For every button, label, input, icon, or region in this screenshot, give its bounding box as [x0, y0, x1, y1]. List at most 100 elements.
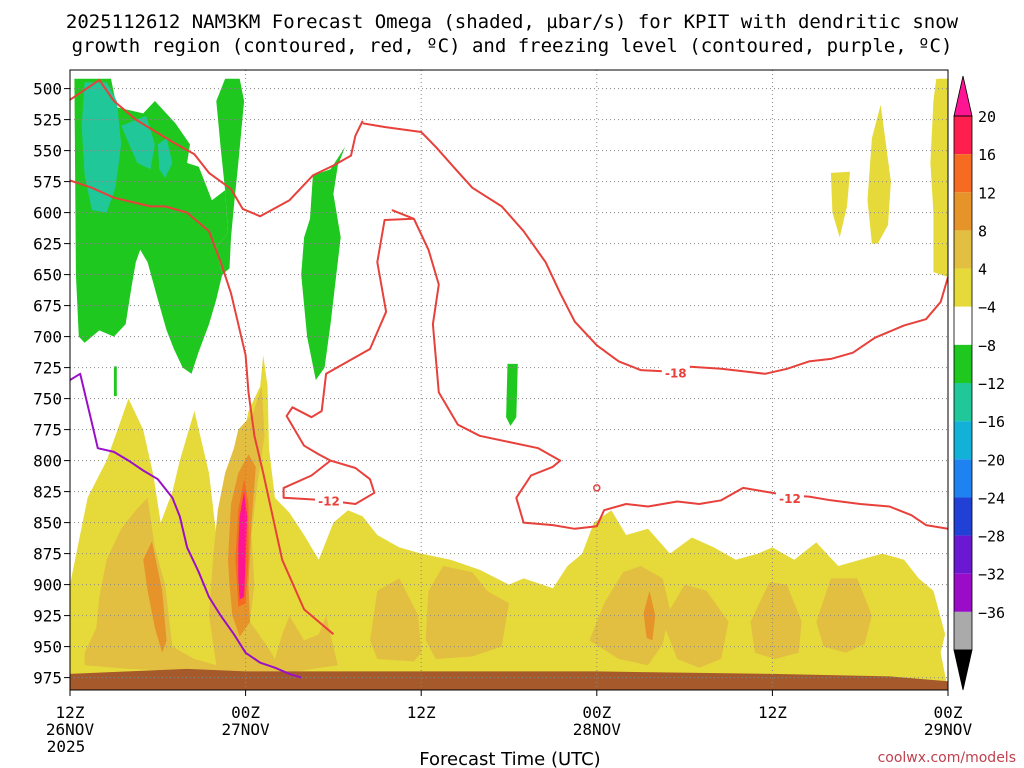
contour-dendritic-growth-12-c-main: [362, 122, 948, 375]
omega-region-8-to-12-7: [157, 138, 173, 178]
colorbar-segment-7: [954, 383, 972, 422]
x-tick-label-12-line2: 27NOV: [222, 720, 271, 739]
colorbar-label-5: −4: [978, 299, 996, 317]
contour-label-2: -12: [779, 492, 801, 506]
colorbar-label-0: 20: [978, 108, 996, 126]
y-tick-label-850: 850: [33, 514, 62, 533]
omega-region-8-to-12-16: [662, 584, 729, 668]
colorbar-bottom-arrow: [953, 649, 973, 691]
x-tick-label-36-line1: 00Z: [582, 703, 611, 722]
colorbar-segment-13: [954, 611, 972, 650]
colorbar-segment-8: [954, 421, 972, 460]
y-tick-label-900: 900: [33, 576, 62, 595]
y-tick-label-500: 500: [33, 80, 62, 99]
x-tick-label-0-line1: 12Z: [56, 703, 85, 722]
colorbar-label-9: −20: [978, 451, 1005, 469]
contour-freezing-level-0-c: [70, 372, 302, 679]
colorbar-segment-10: [954, 497, 972, 536]
omega-region-8-to-12-6: [121, 115, 155, 170]
omega-region-4-to-8-3: [506, 363, 518, 426]
contour-dendritic-growth-18-c-inner: [391, 209, 948, 530]
omega-region-12-to-16-21: [643, 590, 656, 641]
chart-title-line-1: 2025112612 NAM3KM Forecast Omega (shaded…: [66, 11, 959, 33]
omega-region-4-to-8-2: [301, 146, 346, 380]
plot-frame: [69, 69, 949, 691]
omega-region-8-to-12-14: [425, 566, 509, 659]
colorbar-label-11: −28: [978, 528, 1005, 546]
contour-dendritic-growth-12-c-pocket: [282, 217, 414, 505]
colorbar-segment-11: [954, 535, 972, 574]
plot-border: [69, 69, 949, 691]
y-tick-label-825: 825: [33, 483, 62, 502]
y-tick-label-550: 550: [33, 142, 62, 161]
colorbar-border: [953, 115, 973, 651]
omega-region-8-to-12-12: [84, 386, 338, 674]
omega-region-above-20-23: [238, 491, 248, 600]
omega-region-4-to-8-1: [216, 78, 245, 275]
omega-region-8-to-12-13: [370, 578, 422, 662]
contour-label-bg-0: [315, 492, 344, 508]
omega-region-4-to-8-11: [830, 171, 850, 238]
x-tick-label-12-line1: 00Z: [231, 703, 260, 722]
colorbar-segment-9: [954, 459, 972, 498]
y-tick-label-700: 700: [33, 328, 62, 347]
x-tick-label-60-line1: 00Z: [934, 703, 963, 722]
colorbar-label-1: 16: [978, 146, 996, 164]
y-tick-label-600: 600: [33, 204, 62, 223]
y-tick-label-925: 925: [33, 607, 62, 626]
omega-region-12-to-16-19: [143, 541, 167, 653]
y-tick-label-625: 625: [33, 235, 62, 254]
x-tick-label-0-line2: 26NOV: [46, 720, 95, 739]
y-tick-label-575: 575: [33, 173, 62, 192]
contour-small-loop: [593, 484, 601, 492]
y-tick-label-975: 975: [33, 669, 62, 688]
colorbar-label-3: 8: [978, 222, 987, 240]
colorbar-label-10: −24: [978, 489, 1005, 507]
x-tick-label-48-line1: 12Z: [758, 703, 787, 722]
omega-region-4-to-8-4: [113, 366, 117, 397]
contour-dendritic-growth-18-c-left: [70, 179, 335, 635]
omega-region-4-to-8-8: [70, 355, 948, 690]
y-tick-label-675: 675: [33, 297, 62, 316]
colorbar: 20 16 12 8 4 −4 −8 −12 −16 −20 −24 −28 −32 −36: [953, 75, 1005, 691]
x-tick-label-36-line2: 28NOV: [573, 720, 622, 739]
x-tick-label-0-line3: 2025: [47, 737, 86, 756]
x-axis-label: Forecast Time (UTC): [419, 749, 600, 768]
omega-region-8-to-12-15: [589, 566, 670, 666]
y-tick-label-750: 750: [33, 390, 62, 409]
colorbar-label-2: 12: [978, 184, 996, 202]
omega-region-4-to-8-10: [867, 104, 891, 244]
plot-area: -12 -18 -12: [70, 70, 948, 690]
colorbar-label-13: −36: [978, 604, 1005, 622]
colorbar-segment-2: [954, 192, 972, 231]
omega-region-8-to-12-17: [750, 582, 802, 659]
y-tick-label-650: 650: [33, 266, 62, 285]
colorbar-label-8: −16: [978, 413, 1005, 431]
x-tick-label-24-line1: 12Z: [407, 703, 436, 722]
colorbar-label-12: −32: [978, 566, 1005, 584]
contour-dendritic-growth-12-c-upper-left: [70, 78, 364, 218]
colorbar-top-arrow: [953, 75, 973, 117]
colorbar-label-7: −12: [978, 375, 1005, 393]
colorbar-segment-4: [954, 268, 972, 307]
y-axis: 500 525 550 575 600 625 650 675 700 725 750 775 800 8…: [33, 80, 70, 688]
y-tick-label-775: 775: [33, 421, 62, 440]
credit-text[interactable]: coolwx.com/models: [878, 750, 1016, 766]
x-tick-label-60-line2: 29NOV: [924, 720, 973, 739]
colorbar-label-6: −8: [978, 337, 996, 355]
colorbar-segment-0: [954, 116, 972, 155]
y-tick-label-950: 950: [33, 638, 62, 657]
contour-label-0: -12: [318, 494, 340, 508]
colorbar-segment-1: [954, 154, 972, 193]
contour-label-bg-1: [661, 364, 690, 380]
colorbar-segment-5: [954, 306, 972, 345]
colorbar-label-4: 4: [978, 261, 987, 279]
contour-label-bg-2: [775, 489, 804, 505]
omega-region-8-to-12-5: [81, 82, 122, 213]
y-tick-label-800: 800: [33, 452, 62, 471]
colorbar-segment-12: [954, 573, 972, 612]
y-tick-label-525: 525: [33, 111, 62, 130]
omega-region-4-to-8-9: [930, 78, 948, 278]
